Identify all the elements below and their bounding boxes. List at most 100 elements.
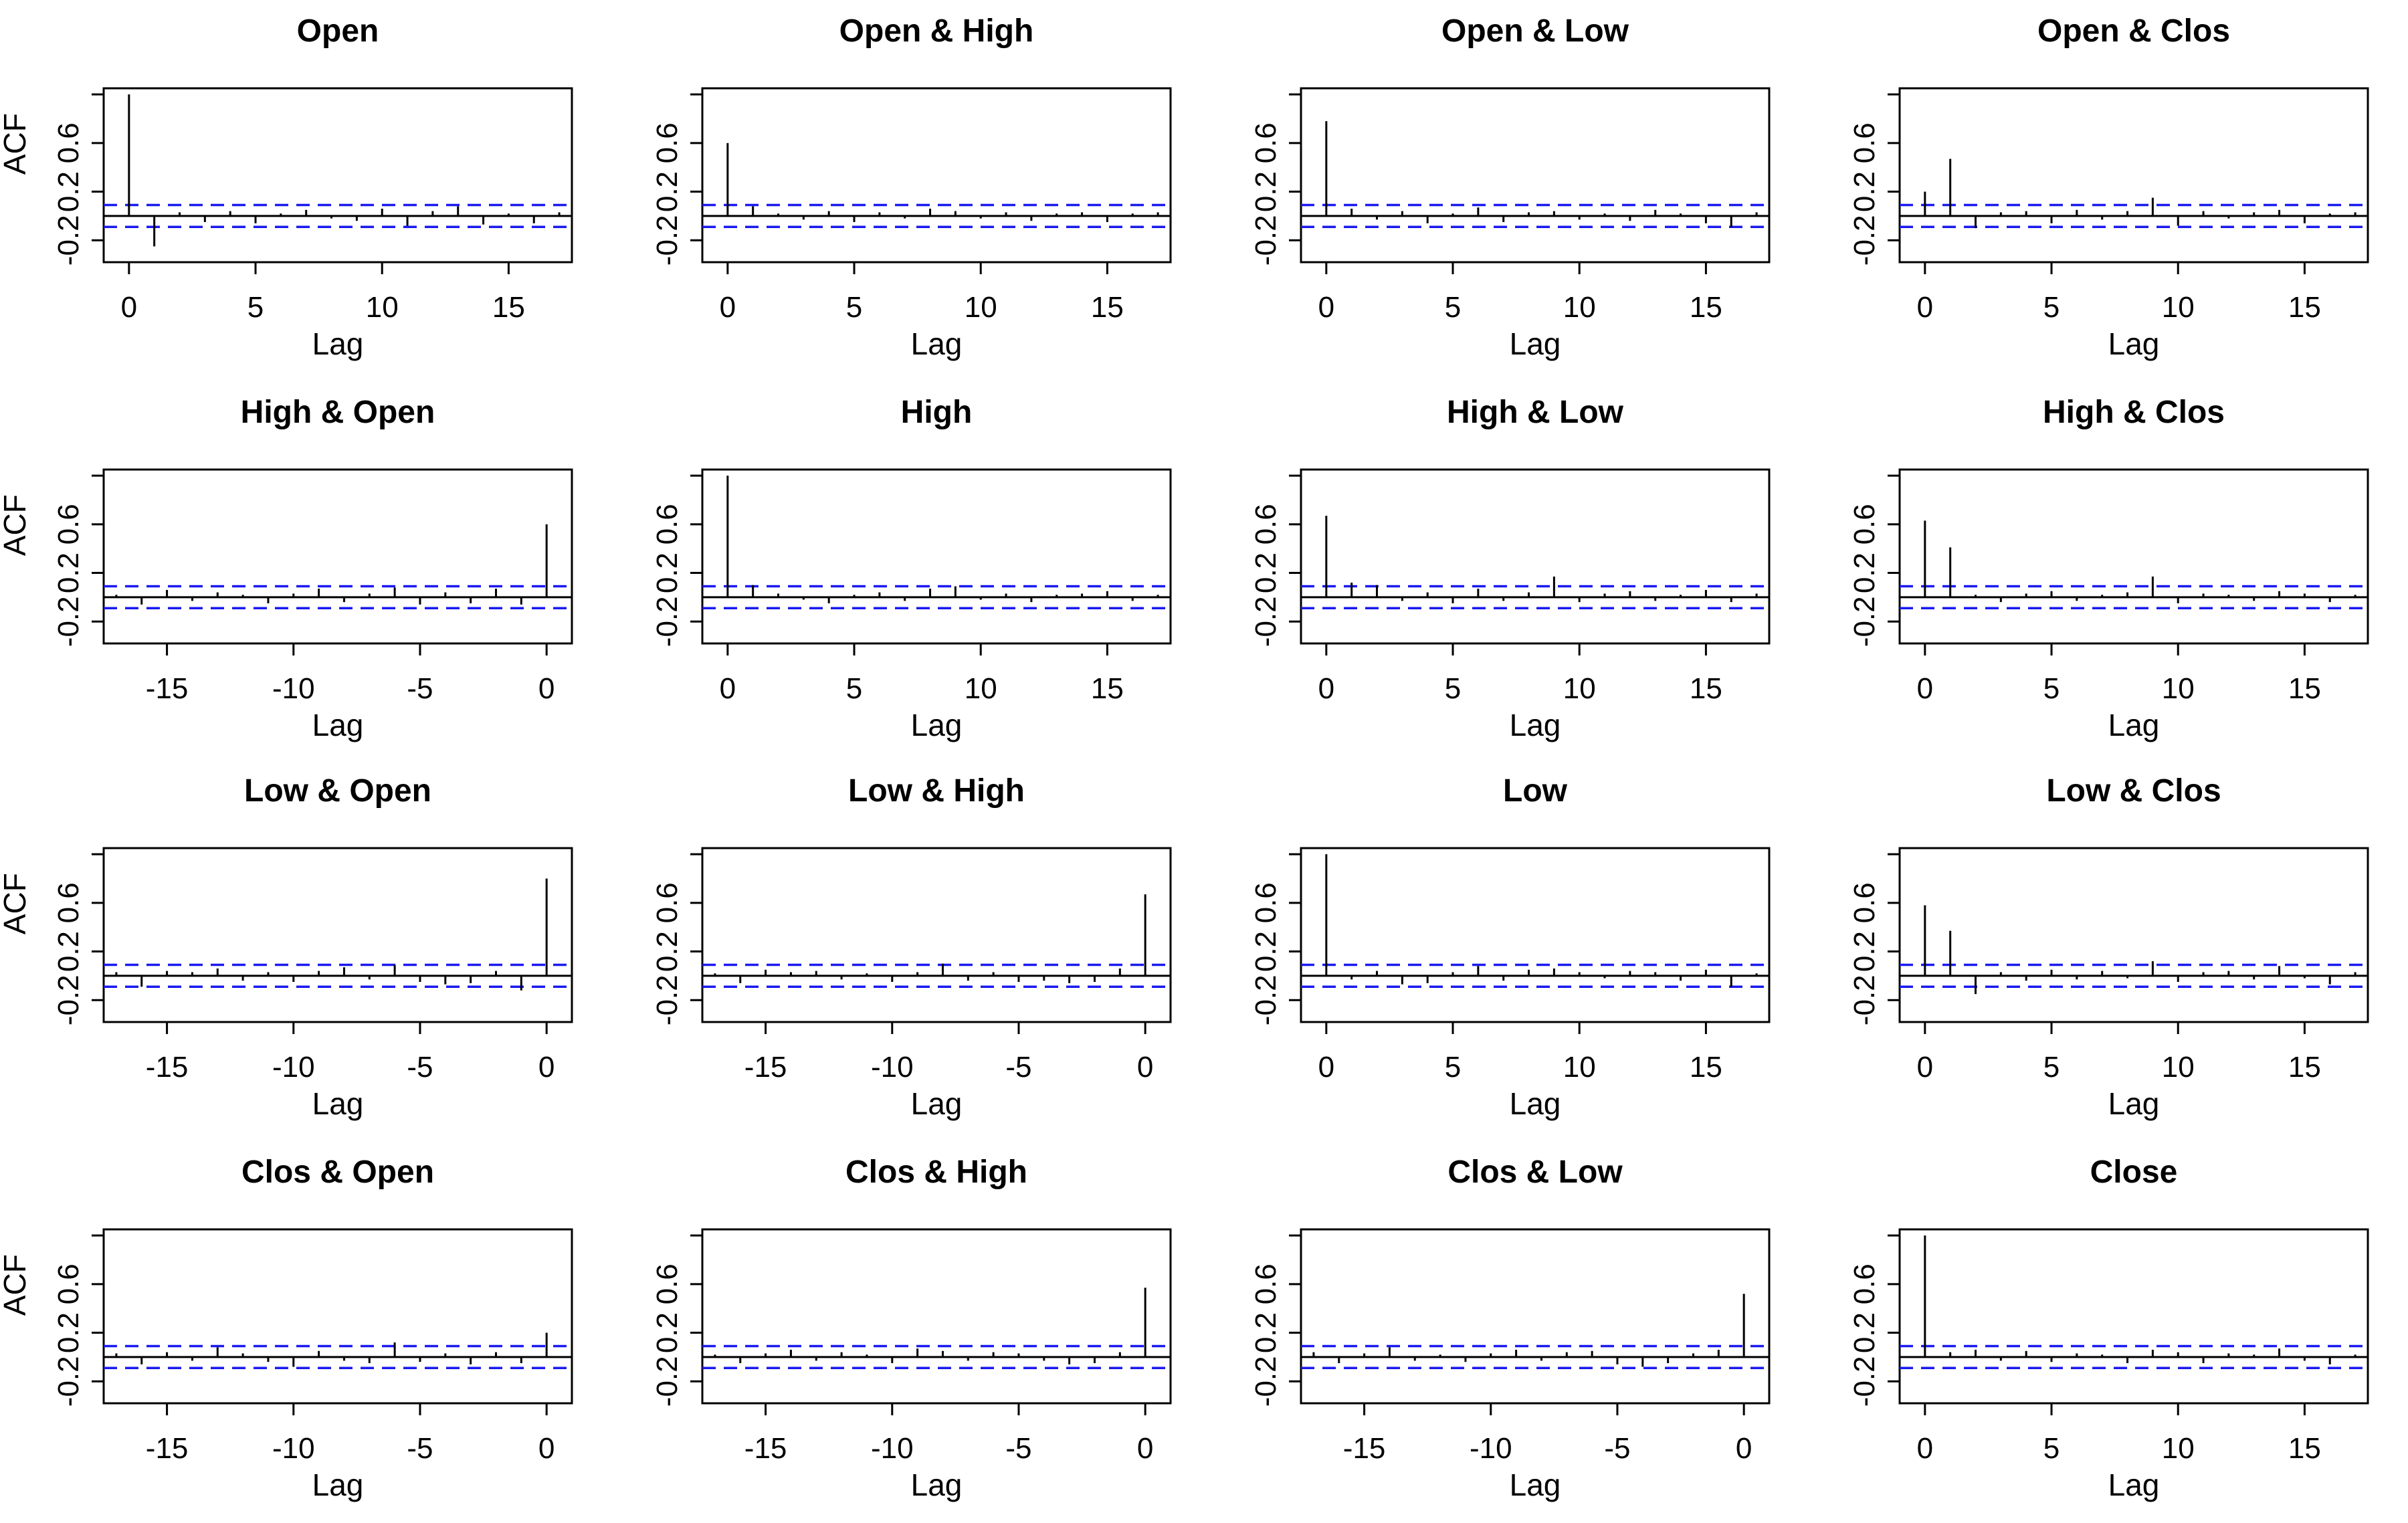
x-tick-label: 5 [2043, 1051, 2060, 1084]
x-tick-label: 15 [1690, 672, 1722, 705]
x-tick-label: 5 [1445, 291, 1461, 324]
x-axis-label: Lag [312, 1467, 364, 1502]
x-tick-label: -5 [1604, 1432, 1630, 1465]
x-tick-label: -15 [146, 672, 189, 705]
acf-panel: High & Low 0 5 10 15 Lag -0.20.2 0.6 [1249, 395, 1771, 742]
y-tick-label: 0.6 [1249, 882, 1282, 923]
acf-panel: Clos & Low -15 -10 -5 0 Lag -0.20.2 0.6 [1249, 1154, 1771, 1502]
x-axis-label: Lag [911, 326, 963, 361]
y-tick-label: -0.2 [651, 975, 684, 1025]
x-tick-label: 5 [2043, 672, 2060, 705]
y-tick-label: 0.2 [52, 171, 85, 212]
x-tick-label: -5 [1005, 1051, 1031, 1084]
y-tick-label: 0.6 [52, 122, 85, 163]
y-tick-label: 0.6 [1848, 1263, 1881, 1304]
x-tick-label: -10 [272, 672, 315, 705]
y-tick-label: -0.2 [1249, 975, 1282, 1025]
x-tick-label: 0 [1917, 672, 1933, 705]
x-tick-label: 10 [1563, 1051, 1596, 1084]
x-tick-label: 15 [2288, 1051, 2321, 1084]
y-tick-label: 0.6 [52, 882, 85, 923]
y-tick-label: 0.6 [52, 1263, 85, 1304]
y-tick-label: -0.2 [52, 1356, 85, 1407]
x-axis-label: Lag [911, 1086, 963, 1121]
panel-title: Open & Clos [2037, 13, 2230, 49]
x-axis-label: Lag [312, 708, 364, 742]
y-tick-label: 0.2 [52, 931, 85, 972]
x-tick-label: 0 [720, 291, 736, 324]
plot-frame [1300, 847, 1771, 1023]
y-axis-label: ACF [0, 494, 32, 556]
x-tick-label: 0 [1137, 1432, 1153, 1465]
x-tick-label: 10 [965, 291, 997, 324]
y-axis-label: ACF [0, 1254, 32, 1316]
x-axis-label: Lag [1510, 326, 1561, 361]
x-tick-label: 15 [2288, 291, 2321, 324]
x-tick-label: 0 [538, 1432, 555, 1465]
acf-panel: Close 0 5 10 15 Lag -0.20.2 0.6 [1848, 1154, 2369, 1502]
x-tick-label: 10 [1563, 672, 1596, 705]
x-axis-label: Lag [1510, 1467, 1561, 1502]
y-tick-label: 0.6 [1249, 504, 1282, 544]
x-tick-label: 5 [1445, 1051, 1461, 1084]
x-tick-label: -10 [272, 1432, 315, 1465]
y-tick-label: -0.2 [52, 596, 85, 647]
x-tick-label: 10 [2162, 1432, 2195, 1465]
y-axis-label: ACF [0, 113, 32, 175]
x-tick-label: -10 [871, 1432, 914, 1465]
x-tick-label: 15 [2288, 1432, 2321, 1465]
acf-panel: Low 0 5 10 15 Lag -0.20.2 0.6 [1249, 773, 1771, 1121]
acf-panel: Clos & Open -15 -10 -5 0 Lag -0.20.2 0.6 ACF [0, 1154, 573, 1502]
y-tick-label: -0.2 [1848, 975, 1881, 1025]
x-tick-label: 0 [1318, 1051, 1334, 1084]
x-tick-label: 0 [1736, 1432, 1752, 1465]
acf-panel: High & Open -15 -10 -5 0 Lag -0.20.2 0.6 ACF [0, 395, 573, 742]
acf-panel: Open & Clos 0 5 10 15 Lag -0.20.2 0.6 [1848, 13, 2369, 361]
plot-frame [1898, 87, 2369, 264]
x-tick-label: 0 [720, 672, 736, 705]
x-axis-label: Lag [1510, 1086, 1561, 1121]
y-tick-label: -0.2 [651, 1356, 684, 1407]
panel-title: Low [1503, 773, 1568, 809]
y-tick-label: 0.2 [1848, 552, 1881, 593]
acf-panel: Low & Clos 0 5 10 15 Lag -0.20.2 0.6 [1848, 773, 2369, 1121]
plot-frame [1300, 87, 1771, 264]
panel-title: Clos & High [845, 1154, 1027, 1190]
panel-title: High & Open [241, 395, 435, 430]
y-tick-label: -0.2 [52, 975, 85, 1025]
y-tick-label: 0.2 [651, 552, 684, 593]
plot-frame [102, 847, 573, 1023]
plot-frame [1898, 468, 2369, 645]
plot-frame [1300, 468, 1771, 645]
acf-panel: Open 0 5 10 15 Lag -0.20.2 0.6 ACF [0, 13, 573, 361]
x-tick-label: 0 [1137, 1051, 1153, 1084]
x-axis-label: Lag [2108, 1086, 2160, 1121]
y-tick-label: 0.6 [651, 1263, 684, 1304]
x-tick-label: 10 [2162, 1051, 2195, 1084]
panel-title: High & Low [1447, 395, 1624, 430]
acf-panel: High 0 5 10 15 Lag -0.20.2 0.6 [651, 395, 1172, 742]
x-tick-label: -15 [146, 1432, 189, 1465]
panel-title: Close [2090, 1154, 2178, 1190]
y-tick-label: -0.2 [651, 215, 684, 266]
y-tick-label: 0.6 [1848, 122, 1881, 163]
y-tick-label: 0.2 [1848, 171, 1881, 212]
acf-panel: High & Clos 0 5 10 15 Lag -0.20.2 0.6 [1848, 395, 2369, 742]
y-tick-label: 0.6 [651, 882, 684, 923]
x-tick-label: -10 [272, 1051, 315, 1084]
y-axis-label: ACF [0, 873, 32, 934]
x-tick-label: 5 [1445, 672, 1461, 705]
plot-frame [1898, 1228, 2369, 1405]
y-tick-label: -0.2 [1249, 1356, 1282, 1407]
panel-title: Open & High [839, 13, 1034, 49]
x-tick-label: 15 [1091, 291, 1124, 324]
panel-title: Open [297, 13, 379, 49]
x-tick-label: 15 [1690, 291, 1722, 324]
panel-title: High [901, 395, 973, 430]
plot-frame [102, 468, 573, 645]
x-axis-label: Lag [911, 1467, 963, 1502]
x-tick-label: -5 [407, 1432, 433, 1465]
plot-frame [102, 1228, 573, 1405]
x-tick-label: -5 [1005, 1432, 1031, 1465]
